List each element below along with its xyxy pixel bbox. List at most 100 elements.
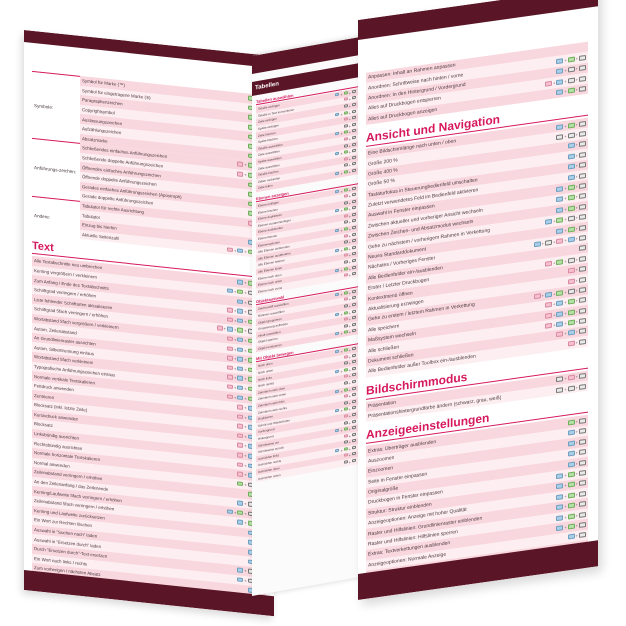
plus-sign: + <box>244 395 247 401</box>
plus-sign: + <box>575 439 578 446</box>
ch-key-icon <box>352 392 356 397</box>
plus-sign: + <box>575 329 578 335</box>
plus-sign: + <box>348 303 351 309</box>
plus-sign: + <box>575 419 578 425</box>
key-combination: + + + <box>544 584 588 595</box>
plus-sign: + <box>348 200 351 206</box>
plus-sign: + <box>348 123 351 129</box>
opt-key-icon <box>343 130 348 135</box>
ch-key-icon <box>579 373 586 380</box>
shortcut-label: Absatzmarke <box>82 135 108 144</box>
cmd-key-icon <box>335 428 340 433</box>
cmd-key-icon <box>335 331 340 336</box>
ch-key-icon <box>544 239 552 246</box>
plus-sign: + <box>340 447 343 454</box>
plus-sign: + <box>575 471 578 477</box>
plus-sign: + <box>564 237 567 243</box>
plus-sign: + <box>575 56 578 62</box>
right-panel-content: Anpassen: Inhalt an Rahmen anpassen Anord… <box>358 40 598 600</box>
plus-sign: + <box>348 213 351 219</box>
cmd-key-icon <box>567 142 575 149</box>
shortcut-label: Bis zum Anfang / Ende der Zeile auswähle… <box>34 603 119 617</box>
cmd-key-icon <box>237 337 244 343</box>
plus-sign: + <box>575 173 578 180</box>
plus-sign: + <box>348 272 351 279</box>
plus-sign: + <box>348 233 351 239</box>
plus-sign: + <box>575 319 578 325</box>
ch-key-icon <box>579 584 586 591</box>
shift-key-icon <box>226 307 233 313</box>
plus-sign: + <box>233 509 237 515</box>
cmd-key-icon <box>567 236 575 243</box>
cmd-key-icon <box>237 308 244 314</box>
plus-sign: + <box>348 323 351 329</box>
plus-sign: + <box>348 310 351 316</box>
plus-sign: + <box>575 152 578 159</box>
ch-key-icon <box>556 134 564 141</box>
ch-key-icon <box>352 199 356 204</box>
shift-key-icon <box>343 317 348 322</box>
plus-sign: + <box>340 291 343 298</box>
plus-sign: + <box>541 240 544 247</box>
plus-sign: + <box>340 91 343 98</box>
plus-sign: + <box>244 328 247 334</box>
shift-key-icon <box>533 293 541 300</box>
shift-key-icon <box>343 117 348 122</box>
ch-key-icon <box>343 143 348 148</box>
plus-sign: + <box>244 434 247 440</box>
cmd-key-icon <box>335 408 340 413</box>
plus-sign: + <box>340 331 343 337</box>
plus-sign: + <box>340 188 343 194</box>
ch-key-icon <box>579 449 586 456</box>
key-combination: ++ <box>556 86 588 96</box>
ch-key-icon <box>579 75 586 82</box>
shift-key-icon <box>544 312 552 319</box>
shift-key-icon <box>226 614 233 617</box>
plus-sign: + <box>348 393 351 400</box>
ch-key-icon <box>567 288 575 295</box>
opt-key-icon <box>343 227 348 231</box>
ch-key-icon <box>579 234 586 241</box>
group-label: Symbole: <box>32 70 80 144</box>
plus-sign: + <box>564 331 567 337</box>
plus-sign: + <box>244 299 247 305</box>
ch-key-icon <box>579 203 586 210</box>
ch-key-icon <box>579 120 586 127</box>
plus-sign: + <box>244 501 247 507</box>
cmd-key-icon <box>556 227 564 234</box>
opt-key-icon <box>567 502 575 509</box>
plus-sign: + <box>348 96 351 103</box>
plus-sign: + <box>575 87 578 93</box>
plus-sign: + <box>244 577 247 584</box>
opt-key-icon <box>237 327 244 333</box>
plus-sign: + <box>348 143 351 149</box>
ch-key-icon <box>352 386 356 390</box>
opt-key-icon <box>567 319 575 326</box>
cmd-key-icon <box>237 346 244 353</box>
opt-key-icon <box>343 187 348 192</box>
key-combination: + <box>343 271 358 280</box>
ch-key-icon <box>352 346 356 351</box>
opt-key-icon <box>343 170 348 174</box>
plus-sign: + <box>348 103 351 109</box>
plus-sign: + <box>244 366 247 373</box>
shift-key-icon <box>237 171 244 177</box>
plus-sign: + <box>348 259 351 266</box>
plus-sign: + <box>564 310 567 316</box>
cmd-key-icon <box>556 300 564 307</box>
opt-key-icon <box>343 207 348 212</box>
key-combination: + <box>567 141 588 149</box>
shift-key-icon <box>343 253 348 258</box>
key-combination: + <box>567 151 588 160</box>
ch-key-icon <box>352 258 356 263</box>
cmd-key-icon <box>237 375 244 381</box>
ch-key-icon <box>352 399 356 404</box>
ch-key-icon <box>352 245 356 250</box>
plus-sign: + <box>564 503 567 510</box>
ch-key-icon <box>579 130 586 137</box>
plus-sign: + <box>552 301 556 307</box>
plus-sign: + <box>564 88 567 95</box>
cmd-key-icon <box>237 298 244 305</box>
shift-key-icon <box>556 238 564 245</box>
ch-key-icon <box>579 490 586 497</box>
